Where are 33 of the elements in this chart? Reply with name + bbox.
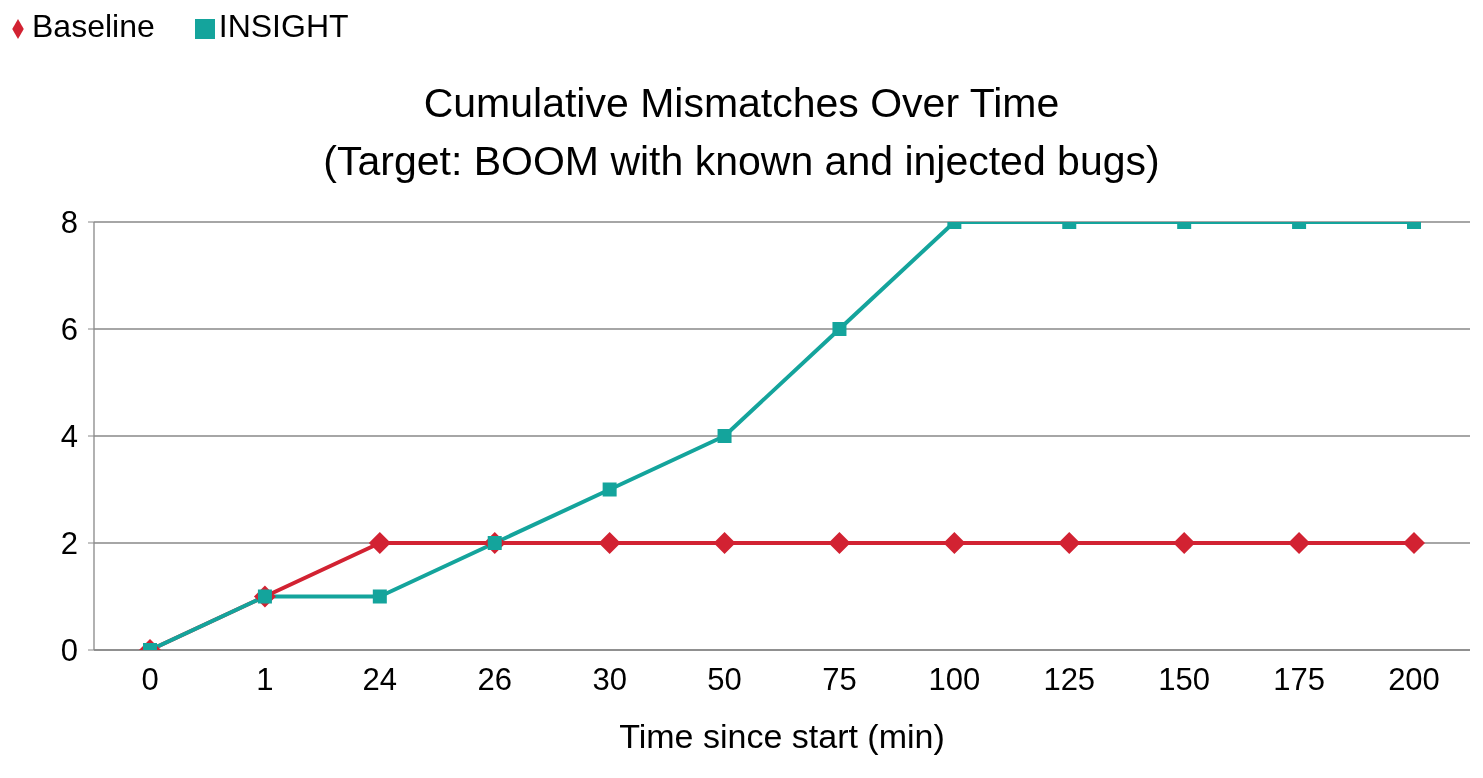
x-tick-label: 24 <box>362 662 398 698</box>
point <box>828 532 851 554</box>
point <box>1288 532 1311 554</box>
point <box>598 532 621 554</box>
y-tick-label: 6 <box>60 312 78 348</box>
point <box>1058 532 1081 554</box>
point <box>368 532 391 554</box>
y-tick-label: 8 <box>60 205 78 241</box>
x-tick-label: 125 <box>1043 662 1096 698</box>
x-tick-label: 1 <box>256 662 274 698</box>
x-tick-label: 0 <box>141 662 159 698</box>
x-tick-label: 100 <box>928 662 981 698</box>
x-tick-label: 175 <box>1273 662 1325 698</box>
y-tick-label: 2 <box>60 526 78 562</box>
point <box>602 482 617 497</box>
chart-title: Cumulative Mismatches Over Time (Target: BOOM with known and injected bugs) <box>322 79 1161 186</box>
x-tick-label: 30 <box>592 662 627 698</box>
x-tick-label: 50 <box>707 662 742 698</box>
y-tick-label: 0 <box>60 633 78 669</box>
legend-label: Baseline <box>32 8 155 44</box>
point <box>713 532 736 554</box>
point <box>1173 532 1196 554</box>
x-axis-title: Time since start (min) <box>619 717 945 755</box>
point <box>372 589 387 604</box>
x-tick-label: 150 <box>1158 662 1211 698</box>
x-tick-label: 26 <box>477 662 512 698</box>
point <box>943 532 966 554</box>
x-tick-label: 200 <box>1388 662 1440 698</box>
point <box>1403 532 1425 554</box>
y-tick-label: 4 <box>60 419 78 455</box>
x-tick-label: 75 <box>822 662 857 698</box>
legend-label: INSIGHT <box>218 8 349 44</box>
point <box>717 429 732 443</box>
